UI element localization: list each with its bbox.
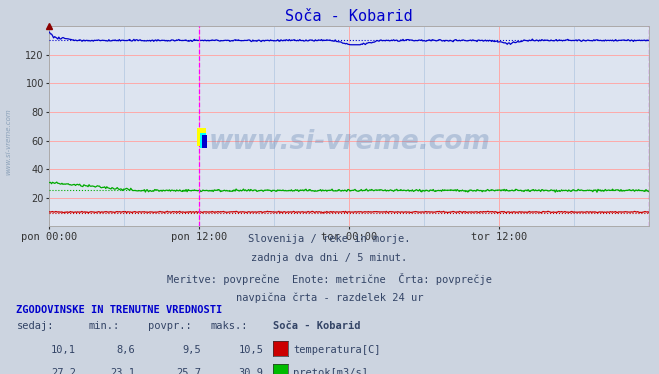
Text: 27,2: 27,2 bbox=[51, 368, 76, 374]
Text: Slovenija / reke in morje.: Slovenija / reke in morje. bbox=[248, 234, 411, 244]
Text: zadnja dva dni / 5 minut.: zadnja dva dni / 5 minut. bbox=[251, 253, 408, 263]
Bar bbox=[200, 133, 206, 148]
Text: Soča - Kobarid: Soča - Kobarid bbox=[273, 321, 361, 331]
Text: min.:: min.: bbox=[89, 321, 120, 331]
Text: 30,9: 30,9 bbox=[239, 368, 264, 374]
Text: temperatura[C]: temperatura[C] bbox=[293, 345, 381, 355]
Text: pretok[m3/s]: pretok[m3/s] bbox=[293, 368, 368, 374]
Text: navpična črta - razdelek 24 ur: navpična črta - razdelek 24 ur bbox=[236, 292, 423, 303]
Text: maks.:: maks.: bbox=[211, 321, 248, 331]
Bar bbox=[202, 135, 207, 148]
Text: 10,5: 10,5 bbox=[239, 345, 264, 355]
Text: 8,6: 8,6 bbox=[117, 345, 135, 355]
Text: 9,5: 9,5 bbox=[183, 345, 201, 355]
Text: Meritve: povprečne  Enote: metrične  Črta: povprečje: Meritve: povprečne Enote: metrične Črta:… bbox=[167, 273, 492, 285]
Text: povpr.:: povpr.: bbox=[148, 321, 192, 331]
Text: 23,1: 23,1 bbox=[110, 368, 135, 374]
Title: Soča - Kobarid: Soča - Kobarid bbox=[285, 9, 413, 24]
Text: 25,7: 25,7 bbox=[176, 368, 201, 374]
Bar bbox=[197, 128, 206, 145]
Text: www.si-vreme.com: www.si-vreme.com bbox=[208, 129, 490, 155]
Text: www.si-vreme.com: www.si-vreme.com bbox=[5, 109, 11, 175]
Text: 10,1: 10,1 bbox=[51, 345, 76, 355]
Text: sedaj:: sedaj: bbox=[16, 321, 54, 331]
Text: ZGODOVINSKE IN TRENUTNE VREDNOSTI: ZGODOVINSKE IN TRENUTNE VREDNOSTI bbox=[16, 305, 223, 315]
